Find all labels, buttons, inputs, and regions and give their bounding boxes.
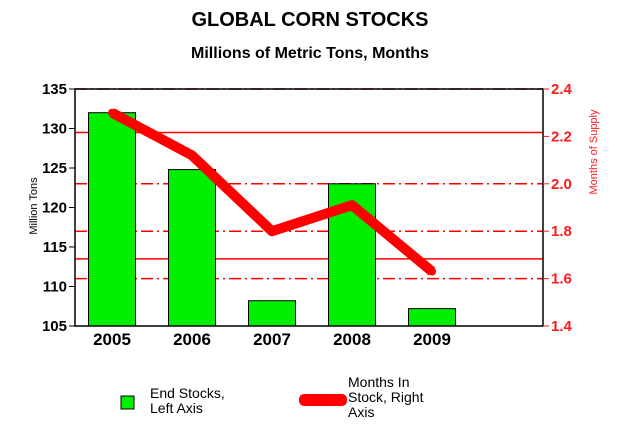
x-tick-label: 2007	[253, 330, 291, 349]
bar-2009	[408, 308, 456, 327]
y-right-tick-label: 2.4	[551, 81, 573, 98]
y-left-tick-label: 105	[42, 318, 67, 335]
y-right-tick-label: 1.6	[551, 271, 572, 288]
line-point-2009	[428, 267, 436, 276]
chart-subtitle: Millions of Metric Tons, Months	[191, 45, 429, 62]
y-left-tick-label: 135	[42, 81, 67, 98]
y-left-tick-label: 130	[42, 121, 67, 138]
bar-2006	[168, 169, 216, 327]
legend-label-bars: End Stocks,	[150, 385, 225, 401]
y-axis-left-ticks: 135 130 125 120 115 110 105	[42, 81, 75, 335]
legend-label-line: Months In	[348, 374, 409, 390]
bar-series	[88, 112, 456, 327]
y-axis-right-label: Months of Supply	[588, 109, 600, 194]
y-left-tick-label: 110	[43, 279, 67, 296]
x-axis-ticks: 2005 2006 2007 2008 2009	[93, 330, 451, 349]
legend-label-line: Axis	[348, 404, 374, 420]
bar-2007	[248, 300, 296, 327]
legend-swatch-bars	[120, 395, 135, 410]
line-point-2006	[188, 151, 196, 160]
legend-swatch-line	[299, 394, 347, 406]
y-right-tick-label: 1.8	[551, 223, 572, 240]
y-left-tick-label: 115	[43, 239, 67, 256]
y-axis-right-ticks: 2.4 2.2 2.0 1.8 1.6 1.4	[543, 81, 573, 335]
line-series	[108, 108, 436, 276]
legend-label-line: Stock, Right	[348, 389, 424, 405]
line-point-2005	[108, 108, 116, 117]
months-supply-line	[109, 108, 436, 276]
y-axis-left-label: Million Tons	[28, 177, 40, 235]
y-left-tick-label: 125	[42, 160, 67, 177]
line-point-2007	[268, 227, 276, 236]
bar-2005	[88, 112, 136, 327]
x-tick-label: 2006	[173, 330, 211, 349]
legend-label-bars: Left Axis	[150, 400, 203, 416]
gridlines	[75, 88, 543, 280]
y-right-tick-label: 1.4	[551, 318, 573, 335]
x-tick-label: 2009	[413, 330, 451, 349]
chart-title: GLOBAL CORN STOCKS	[191, 9, 428, 31]
y-right-tick-label: 2.0	[551, 176, 572, 193]
line-point-2008	[348, 201, 356, 210]
y-left-tick-label: 120	[42, 200, 67, 217]
plot-frame	[74, 88, 544, 327]
x-tick-label: 2005	[93, 330, 131, 349]
x-tick-label: 2008	[333, 330, 371, 349]
y-right-tick-label: 2.2	[551, 128, 572, 145]
